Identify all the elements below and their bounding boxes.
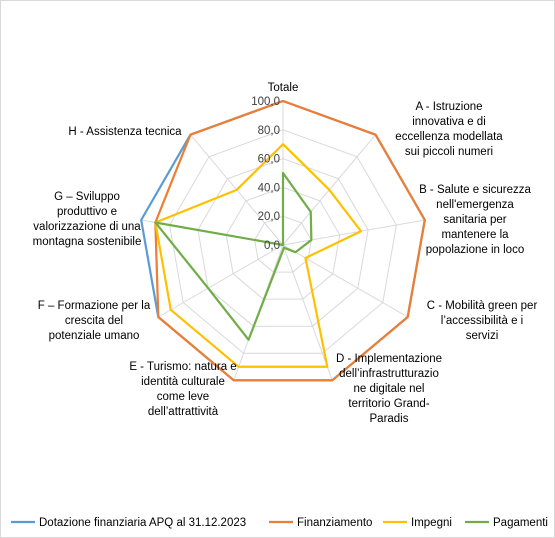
tick-label: 40,0 [258,182,280,194]
spoke-line [282,219,425,246]
tick-label: 0,0 [264,240,280,252]
tick-label: 20,0 [258,211,280,223]
category-label-6: E - Turismo: natura e identità culturale c… [129,361,236,418]
legend-label: Finanziamento [297,517,372,529]
legend-item-4: Pagamenti [465,517,548,529]
category-labels: Totale A - Istruzione innovativa e di eccel… [33,82,538,425]
legend-label: Dotazione finanziaria APQ al 31.12.2023 [39,517,246,529]
series-layer [140,99,426,382]
legend-item-1: Dotazione finanziaria APQ al 31.12.2023 [11,517,246,529]
category-label-4: C - Mobilità green per l’accessibilità e … [427,300,538,342]
category-label-9: H - Assistenza tecnica [68,126,182,138]
series-line-4 [154,171,313,341]
spoke-line [282,244,333,381]
tick-label: 60,0 [258,154,280,166]
tick-label: 100,0 [251,96,280,108]
grid-ring [197,158,369,327]
series-line-3 [154,143,363,368]
spoke-line [158,244,284,318]
legend: Dotazione finanziaria APQ al 31.12.2023 F… [11,517,548,529]
category-label-3: B - Salute e sicurezza nell'emergenza sani… [419,184,531,256]
tick-labels: 0,0 20,0 40,0 60,0 80,0 100,0 [251,96,280,252]
grid-ring [169,129,397,354]
legend-label: Impegni [411,517,452,529]
legend-item-2: Finanziamento [269,517,372,529]
grid-ring [254,215,312,273]
category-label-2: A - Istruzione innovativa e di eccellenza … [395,101,503,158]
spoke-line [282,244,408,318]
grid-ring [225,186,341,300]
category-label-5: D - Implementazione dell’infrastrutturazi… [336,353,442,425]
legend-label: Pagamenti [493,517,548,529]
category-label-7: F – Formazione per la crescita del potenzi… [38,300,151,342]
series-line-2 [154,99,426,382]
category-label-8: G – Sviluppo produttivo e valorizzazione d… [33,191,142,248]
tick-label: 80,0 [258,125,280,137]
legend-item-3: Impegni [383,517,452,529]
category-label-1: Totale [268,82,299,94]
